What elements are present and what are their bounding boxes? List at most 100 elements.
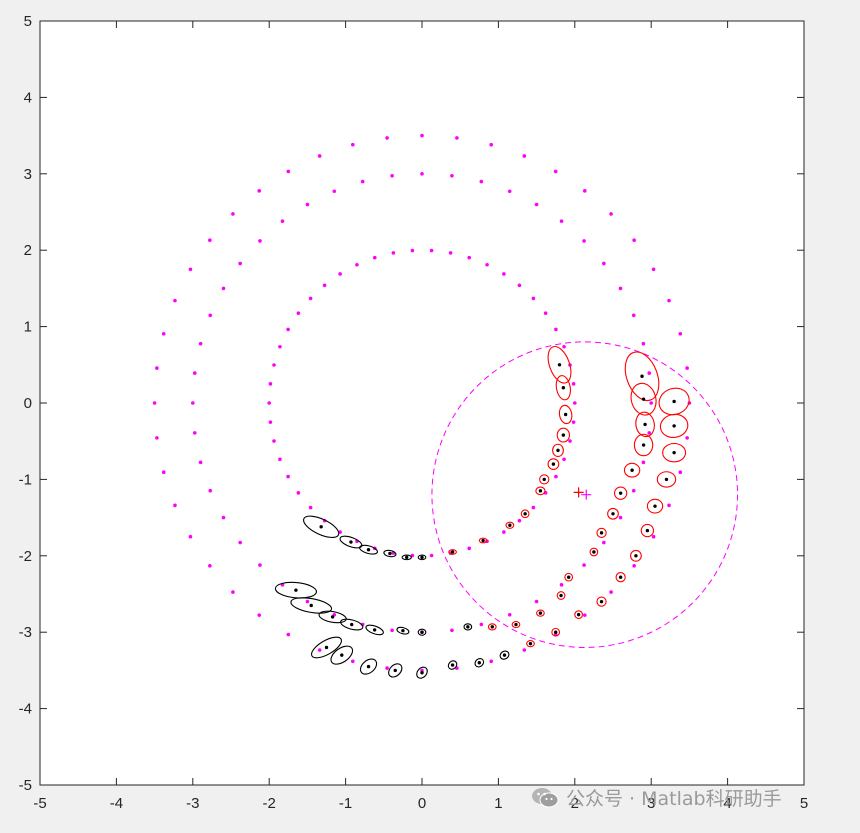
track-estimate-point	[538, 611, 543, 615]
circle-point	[268, 420, 273, 424]
covariance-ellipse	[401, 554, 412, 561]
y-axis: -5 -4 -3 -2 -1 0 1 2 3 4 5	[19, 13, 804, 794]
circle-point	[390, 173, 394, 178]
track-estimate-point	[366, 664, 371, 669]
circle-point	[360, 179, 365, 184]
covariance-ellipse	[607, 507, 619, 520]
circle-point	[667, 503, 671, 508]
circle-point	[534, 599, 539, 604]
circle-point	[208, 488, 213, 493]
track-estimate-point	[576, 612, 581, 617]
covariance-ellipse	[359, 658, 378, 675]
x-tick-label: 0	[418, 795, 426, 812]
circle-point	[296, 311, 301, 315]
covariance-ellipse	[474, 658, 485, 668]
circle-point	[155, 366, 159, 370]
x-tick-label: 1	[494, 795, 502, 812]
covariance-ellipse	[555, 375, 571, 401]
y-tick-label: -1	[19, 471, 32, 488]
covariance-ellipse	[526, 640, 535, 648]
y-tick-label: -4	[19, 701, 32, 718]
track-estimate-point	[502, 653, 507, 657]
y-tick-label: -3	[19, 624, 32, 641]
circle-point	[221, 286, 226, 291]
circle-point	[450, 173, 454, 178]
y-tick-label: 2	[24, 242, 32, 259]
y-tick-label: 5	[24, 13, 32, 30]
circle-point	[420, 133, 424, 138]
circle-point	[651, 534, 656, 539]
circle-point	[355, 262, 359, 267]
circle-point	[308, 296, 313, 301]
circle-point	[554, 474, 558, 479]
x-tick-label: 2	[571, 795, 579, 812]
track-estimate-point	[324, 645, 329, 650]
circle-point	[489, 659, 494, 664]
track-estimate-point	[450, 550, 455, 554]
circle-point	[678, 331, 683, 336]
circle-point	[582, 239, 586, 243]
track-estimate-point	[508, 523, 512, 527]
circle-point	[543, 311, 548, 315]
watermark-text: 公众号 · Matlab科研助手	[566, 788, 782, 810]
track-estimate-point	[554, 630, 558, 634]
circle-point	[332, 189, 337, 194]
track-estimate-point	[559, 593, 563, 598]
circle-point	[350, 659, 355, 664]
circle-point	[198, 460, 203, 465]
covariance-ellipse	[552, 443, 564, 458]
circle-point	[305, 202, 310, 207]
track-layer	[274, 345, 690, 679]
covariance-ellipse	[556, 427, 571, 443]
covariance-ellipse	[596, 527, 607, 539]
circle-point	[609, 212, 613, 216]
circle-point	[667, 298, 671, 303]
circle-point	[485, 262, 489, 267]
circle-point	[618, 515, 623, 520]
y-tick-label: 3	[24, 166, 32, 183]
track-estimate-point	[664, 477, 669, 482]
circle-point	[208, 563, 212, 568]
circle-point	[507, 189, 512, 194]
circle-point	[559, 219, 564, 223]
circle-point	[573, 401, 577, 405]
circle-point	[517, 518, 522, 523]
circle-point	[385, 136, 389, 140]
circle-point	[173, 298, 177, 303]
covariance-ellipse	[662, 442, 687, 463]
track-estimate-point	[350, 622, 354, 627]
covariance-ellipse	[630, 549, 642, 562]
track-estimate-point	[645, 528, 650, 533]
circle-point	[257, 189, 262, 193]
covariance-ellipse	[388, 663, 403, 678]
circle-point	[554, 327, 558, 332]
circle-point	[173, 503, 177, 508]
covariance-ellipse	[511, 620, 521, 629]
track-estimate-point	[330, 615, 335, 619]
covariance-ellipse	[596, 596, 607, 607]
circle-point	[562, 344, 566, 349]
circle-point	[651, 267, 656, 272]
covariance-ellipse	[574, 610, 583, 619]
track-estimate-point	[366, 547, 371, 552]
circle-point	[641, 460, 646, 465]
circle-point	[631, 313, 636, 318]
x-tick-label: 4	[723, 795, 731, 812]
covariance-ellipse	[633, 433, 654, 457]
sensor-markers	[573, 487, 592, 500]
circle-point	[161, 470, 166, 475]
x-tick-label: 5	[800, 795, 808, 812]
circle-point	[517, 283, 522, 288]
covariance-ellipse	[478, 537, 488, 544]
track-estimate-point	[672, 424, 676, 428]
circle-point	[155, 436, 159, 440]
track-estimate-point	[557, 363, 562, 367]
track-estimate-point	[592, 550, 596, 554]
sensor-region-circle	[431, 341, 739, 648]
covariance-ellipse	[290, 597, 333, 614]
covariance-ellipse	[447, 660, 458, 670]
track-estimate-point	[618, 575, 623, 579]
track-estimate-point	[551, 462, 556, 466]
covariance-ellipse	[302, 515, 340, 538]
